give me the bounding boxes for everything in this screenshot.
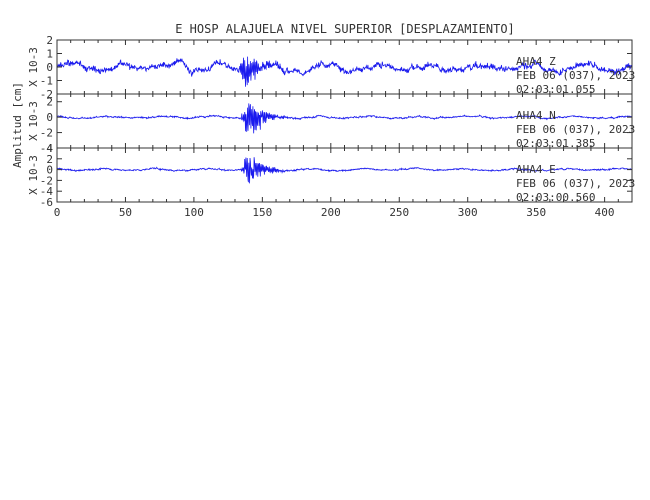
y-tick-label: 0: [46, 164, 53, 177]
y-tick-label: -2: [40, 174, 53, 187]
y-tick-label: -6: [40, 196, 53, 209]
x-tick-label: 100: [184, 206, 204, 219]
trace-date: FEB 06 (037), 2023: [516, 177, 635, 190]
x-tick-label: 200: [321, 206, 341, 219]
scale-label: X 10-3: [27, 47, 40, 87]
y-tick-label: -2: [40, 127, 53, 140]
trace-line: [57, 56, 632, 87]
x-axis: 0 50 100 150 200 250 300 350 400: [54, 206, 615, 219]
y-tick-label: -2: [40, 88, 53, 101]
y-tick-label: 2: [46, 96, 53, 109]
chart-title: E HOSP ALAJUELA NIVEL SUPERIOR [DESPLAZA…: [175, 22, 515, 36]
trace-time: 02:03:01.055: [516, 83, 595, 96]
x-tick-label: 150: [252, 206, 272, 219]
station-name: AHA4 E: [516, 163, 556, 176]
x-tick-label: 400: [595, 206, 615, 219]
station-name: AHA4 N: [516, 109, 556, 122]
y-tick-label: -4: [40, 142, 54, 155]
trace-line: [57, 103, 632, 134]
y-tick-label: 4: [46, 142, 53, 155]
x-tick-label: 0: [54, 206, 61, 219]
y-tick-label: 0: [46, 111, 53, 124]
x-tick-label: 250: [389, 206, 409, 219]
x-tick-label: 300: [458, 206, 478, 219]
x-tick-label: 50: [119, 206, 132, 219]
trace-line: [57, 157, 632, 184]
scale-label: X 10-3: [27, 155, 40, 195]
trace-date: FEB 06 (037), 2023: [516, 69, 635, 82]
y-tick-label: 0: [46, 61, 53, 74]
trace-time: 02:03:01.385: [516, 137, 595, 150]
y-tick-label: 2: [46, 34, 53, 47]
y-tick-label: 2: [46, 153, 53, 166]
y-tick-label: -4: [40, 185, 54, 198]
trace-date: FEB 06 (037), 2023: [516, 123, 635, 136]
y-axis-label: Amplitud [cm]: [11, 82, 24, 168]
scale-label: X 10-3: [27, 101, 40, 141]
y-tick-label: 1: [46, 48, 53, 61]
y-tick-label: -1: [40, 75, 53, 88]
trace-time: 02:03:00.560: [516, 191, 595, 204]
x-tick-label: 350: [526, 206, 546, 219]
station-name: AHA4 Z: [516, 55, 556, 68]
